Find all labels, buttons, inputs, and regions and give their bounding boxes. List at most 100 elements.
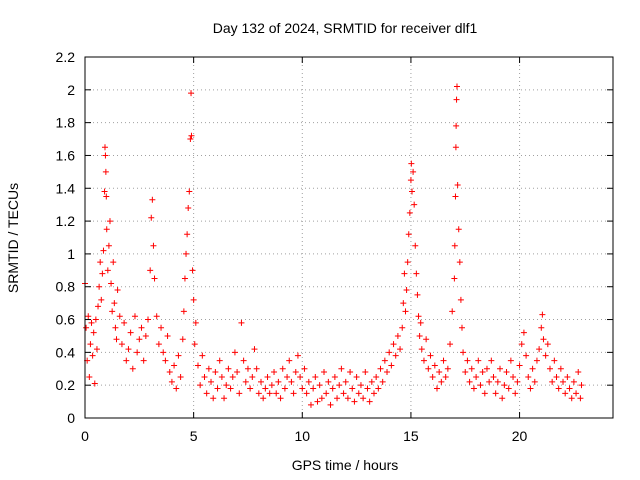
data-point (98, 296, 105, 303)
data-point (455, 226, 462, 233)
data-point (379, 378, 386, 385)
data-point (357, 382, 364, 389)
data-point (370, 390, 377, 397)
data-point (255, 390, 262, 397)
x-tick-label: 20 (512, 428, 528, 444)
data-point (410, 168, 417, 175)
data-point (384, 369, 391, 376)
data-point (223, 382, 230, 389)
y-tick-label: 2 (67, 82, 75, 98)
data-point (497, 365, 504, 372)
data-point (386, 349, 393, 356)
data-point (101, 144, 108, 151)
data-point (578, 382, 585, 389)
data-point (294, 352, 301, 359)
data-point (262, 385, 269, 392)
data-point (106, 218, 113, 225)
data-point (323, 390, 330, 397)
data-point (531, 378, 538, 385)
data-point (564, 373, 571, 380)
data-point (529, 365, 536, 372)
data-point (505, 385, 512, 392)
data-point (501, 382, 508, 389)
data-point (540, 336, 547, 343)
data-point (85, 313, 92, 320)
data-point (240, 357, 247, 364)
data-point (425, 365, 432, 372)
data-point (105, 242, 112, 249)
data-point (114, 287, 121, 294)
data-point (338, 365, 345, 372)
data-point (457, 296, 464, 303)
data-point (136, 336, 143, 343)
data-point (111, 300, 118, 307)
data-point (325, 378, 332, 385)
data-point (507, 357, 514, 364)
data-point (452, 193, 459, 200)
data-point (464, 357, 471, 364)
data-point (470, 385, 477, 392)
data-point (299, 385, 306, 392)
data-point (560, 378, 567, 385)
data-point (510, 373, 517, 380)
data-point (188, 132, 195, 139)
axis-ticks (84, 56, 613, 419)
data-point (155, 341, 162, 348)
data-point (188, 90, 195, 97)
data-point (429, 373, 436, 380)
data-point (197, 382, 204, 389)
data-point (191, 341, 198, 348)
data-point (177, 373, 184, 380)
data-point (305, 378, 312, 385)
data-point (192, 319, 199, 326)
data-point (475, 357, 482, 364)
data-point (307, 401, 314, 408)
data-point (411, 201, 418, 208)
data-point (409, 188, 416, 195)
data-point (127, 329, 134, 336)
data-point (399, 324, 406, 331)
data-point (102, 152, 109, 159)
data-point (268, 382, 275, 389)
data-point (138, 324, 145, 331)
data-point (238, 319, 245, 326)
data-point (503, 369, 510, 376)
data-point (366, 398, 373, 405)
data-point (184, 231, 191, 238)
data-point (260, 395, 267, 402)
data-point (121, 319, 128, 326)
data-point (397, 346, 404, 353)
data-point (297, 373, 304, 380)
data-point (229, 373, 236, 380)
data-point (109, 308, 116, 315)
data-point (413, 270, 420, 277)
data-point (279, 365, 286, 372)
y-tick-label: 2.2 (56, 49, 76, 65)
data-point (251, 346, 258, 353)
data-point (103, 226, 110, 233)
data-point (327, 401, 334, 408)
data-point (164, 332, 171, 339)
data-points (82, 83, 585, 408)
data-point (460, 349, 467, 356)
data-point (148, 214, 155, 221)
data-point (175, 352, 182, 359)
data-point (394, 332, 401, 339)
data-point (486, 378, 493, 385)
data-point (360, 395, 367, 402)
data-point (404, 259, 411, 266)
data-point (406, 209, 413, 216)
x-tick-label: 10 (294, 428, 310, 444)
data-point (573, 390, 580, 397)
data-point (349, 385, 356, 392)
data-point (479, 369, 486, 376)
x-tick-label: 0 (81, 428, 89, 444)
data-point (388, 362, 395, 369)
data-point (566, 385, 573, 392)
data-point (402, 308, 409, 315)
data-point (415, 313, 422, 320)
x-tick-label: 5 (190, 428, 198, 444)
data-point (423, 336, 430, 343)
grid-lines (85, 57, 613, 418)
data-point (492, 390, 499, 397)
